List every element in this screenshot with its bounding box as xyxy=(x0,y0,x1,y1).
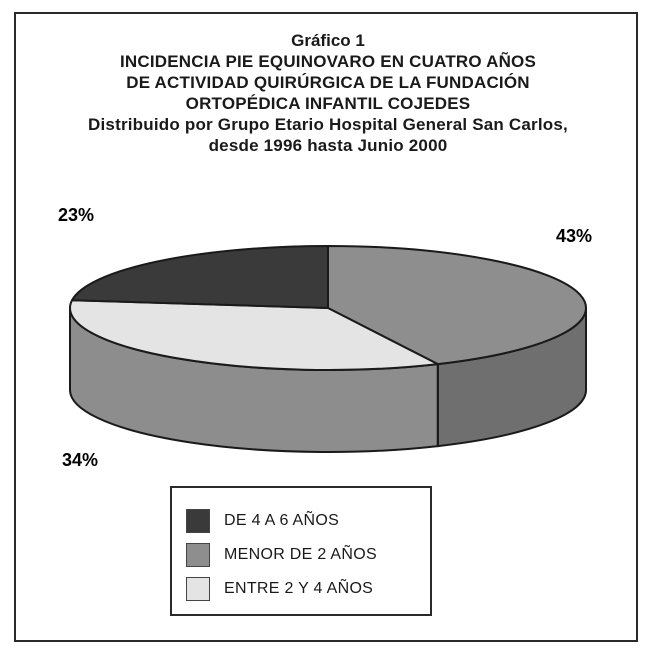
legend-swatch xyxy=(186,577,210,601)
legend-item: DE 4 A 6 AÑOS xyxy=(186,508,339,534)
subtitle-line-1: Distribuido por Grupo Etario Hospital Ge… xyxy=(88,115,568,134)
title-line-2: DE ACTIVIDAD QUIRÚRGICA DE LA FUNDACIÓN xyxy=(126,73,530,92)
pie-layer xyxy=(69,245,587,453)
legend-swatch xyxy=(186,543,210,567)
legend-label: DE 4 A 6 AÑOS xyxy=(224,512,340,529)
title-line-1: INCIDENCIA PIE EQUINOVARO EN CUATRO AÑOS xyxy=(119,52,537,71)
slice-value-label: 34% xyxy=(62,450,98,470)
legend-item: ENTRE 2 Y 4 AÑOS xyxy=(186,576,373,602)
legend-label: MENOR DE 2 AÑOS xyxy=(224,546,377,563)
slice-value-label: 23% xyxy=(58,205,94,225)
slice-value-label: 43% xyxy=(556,226,592,246)
legend-swatch xyxy=(186,509,210,533)
pie-slice xyxy=(327,245,587,366)
title-line-3: ORTOPÉDICA INFANTIL COJEDES xyxy=(185,94,471,113)
legend-item: MENOR DE 2 AÑOS xyxy=(186,542,377,568)
title-block: Gráfico 1 INCIDENCIA PIE EQUINOVARO EN C… xyxy=(16,30,640,156)
pie-slice xyxy=(69,299,439,371)
pie-slice xyxy=(71,245,329,309)
legend-label: ENTRE 2 Y 4 AÑOS xyxy=(224,580,374,597)
legend: DE 4 A 6 AÑOS MENOR DE 2 AÑOS ENTRE 2 Y … xyxy=(170,486,432,616)
subtitle-line-2: desde 1996 hasta Junio 2000 xyxy=(208,136,448,155)
figure-label: Gráfico 1 xyxy=(291,31,365,50)
